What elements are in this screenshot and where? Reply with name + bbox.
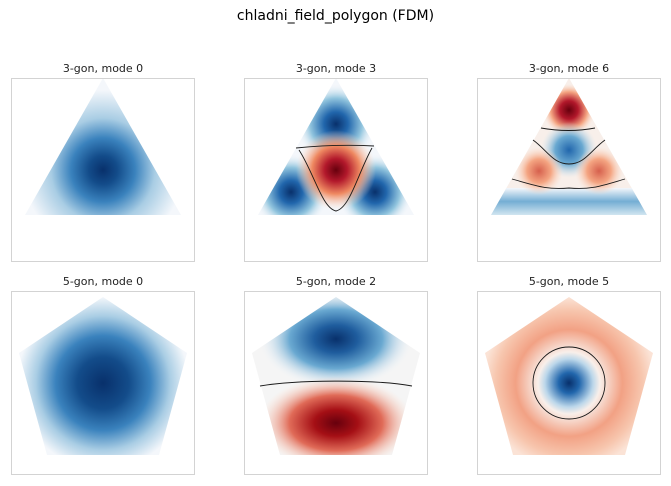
panel-title: 3-gon, mode 6 [528,62,610,75]
panel-5gon-mode2: 5-gon, mode 2 [244,275,428,475]
panel-3gon-mode3: 3-gon, mode 3 [244,62,428,262]
field-plot [477,291,661,475]
plot-frame [244,291,428,475]
field-heatmap [252,297,420,455]
field-plot [244,291,428,475]
panel-3gon-mode6: 3-gon, mode 6 [477,62,661,262]
plot-frame [11,291,195,475]
nodal-line [511,178,626,189]
plot-frame [11,78,195,262]
nodal-line [532,346,606,420]
field-plot [244,78,428,262]
field-heatmap [491,78,647,215]
nodal-line [259,380,413,387]
plot-frame [244,78,428,262]
nodal-line [298,147,373,212]
plot-frame [477,291,661,475]
panel-title: 3-gon, mode 0 [62,62,144,75]
figure-title: chladni_field_polygon (FDM) [236,8,435,24]
field-plot [11,78,195,262]
field-heatmap [258,78,414,215]
field-plot [477,78,661,262]
nodal-line [295,144,375,149]
panel-title: 5-gon, mode 2 [295,275,377,288]
panel-title: 5-gon, mode 5 [528,275,610,288]
panel-5gon-mode5: 5-gon, mode 5 [477,275,661,475]
field-plot [11,291,195,475]
field-heatmap [19,297,187,455]
nodal-line [540,127,596,131]
field-heatmap [485,297,653,455]
nodal-line [532,139,606,165]
plot-frame [477,78,661,262]
field-heatmap [25,78,181,215]
panel-title: 3-gon, mode 3 [295,62,377,75]
panel-title: 5-gon, mode 0 [62,275,144,288]
panel-3gon-mode0: 3-gon, mode 0 [11,62,195,262]
panel-5gon-mode0: 5-gon, mode 0 [11,275,195,475]
